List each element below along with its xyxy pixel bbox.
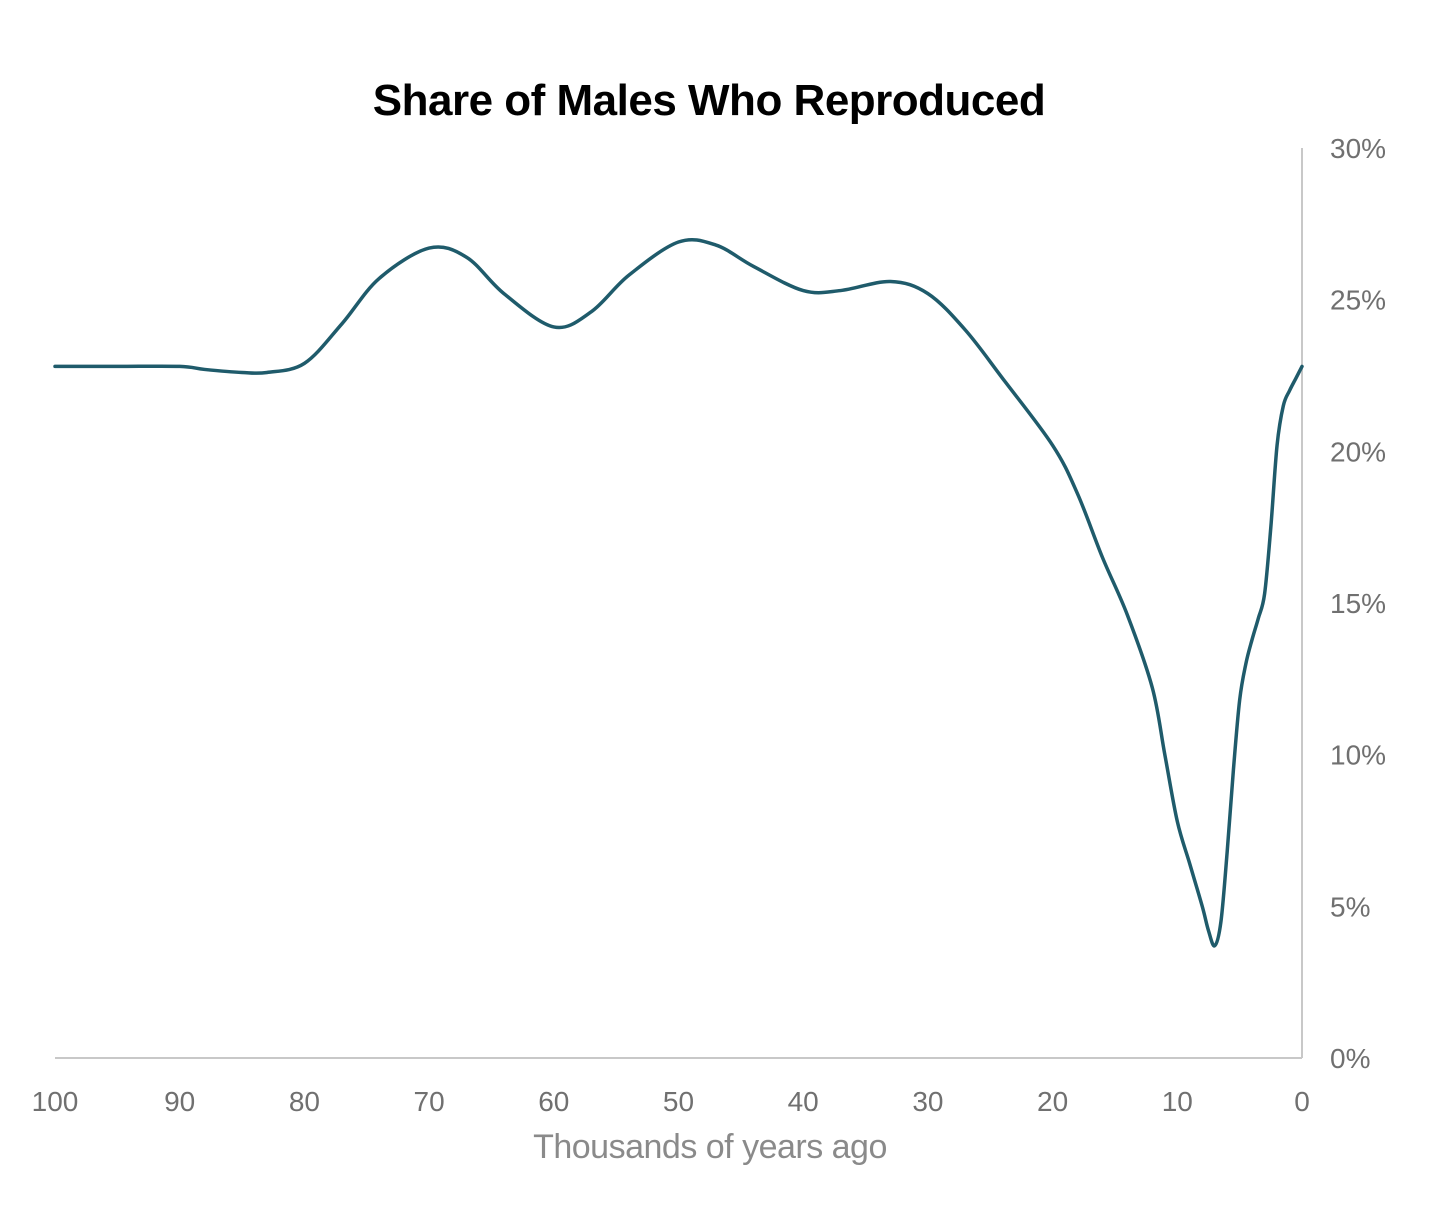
- x-tick-label: 60: [538, 1086, 569, 1117]
- x-tick-label: 30: [912, 1086, 943, 1117]
- y-tick-label: 0%: [1330, 1043, 1370, 1074]
- y-tick-labels: 0% 5% 10% 15% 20% 25% 30%: [1330, 133, 1386, 1074]
- x-tick-labels: 100 90 80 70 60 50 40 30 20 10 0: [32, 1086, 1310, 1117]
- x-tick-label: 90: [164, 1086, 195, 1117]
- y-tick-label: 5%: [1330, 891, 1370, 922]
- y-tick-label: 30%: [1330, 133, 1386, 164]
- x-tick-label: 20: [1037, 1086, 1068, 1117]
- y-tick-label: 15%: [1330, 588, 1386, 619]
- y-tick-label: 10%: [1330, 740, 1386, 771]
- x-axis-label: Thousands of years ago: [533, 1128, 887, 1166]
- series-line: [53, 237, 1304, 948]
- x-tick-label: 70: [414, 1086, 445, 1117]
- x-tick-label: 100: [32, 1086, 79, 1117]
- series-group: [53, 237, 1304, 948]
- chart-title: Share of Males Who Reproduced: [372, 76, 1046, 125]
- y-tick-label: 25%: [1330, 285, 1386, 316]
- y-tick-label: 20%: [1330, 436, 1386, 467]
- x-tick-label: 80: [289, 1086, 320, 1117]
- x-tick-label: 10: [1162, 1086, 1193, 1117]
- x-tick-label: 0: [1294, 1086, 1310, 1117]
- x-tick-label: 40: [788, 1086, 819, 1117]
- x-tick-label: 50: [663, 1086, 694, 1117]
